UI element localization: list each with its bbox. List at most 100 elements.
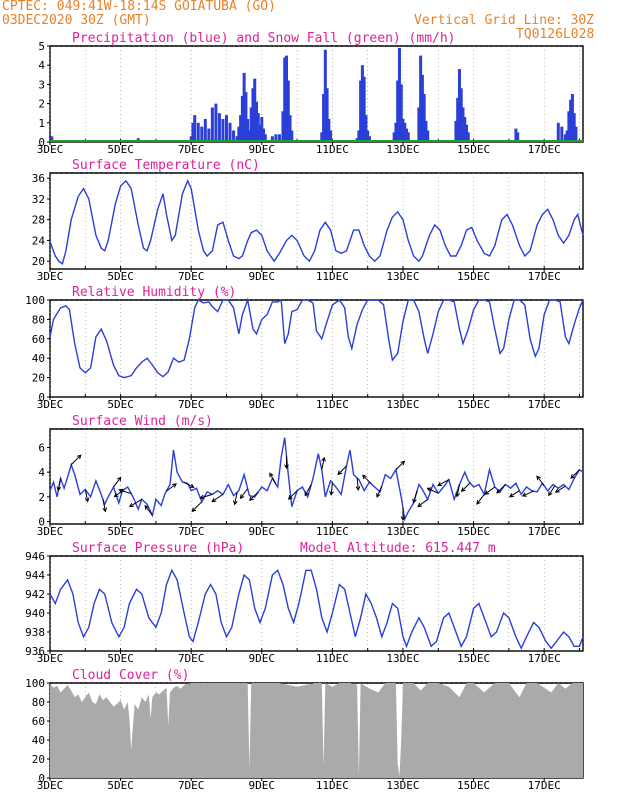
wind-arrow-shaft xyxy=(456,484,460,497)
temp-xtick-label: 7DEC xyxy=(178,270,205,283)
precip-xtick-label: 17DEC xyxy=(528,143,561,156)
wind-arrow-head xyxy=(287,495,293,500)
precip-bar xyxy=(461,107,465,142)
precip-ytick-label: 0 xyxy=(38,136,45,149)
cloud-xtick-label: 11DEC xyxy=(316,779,349,792)
humidity-xtick-label: 13DEC xyxy=(386,398,419,411)
wind-arrow-head xyxy=(84,497,90,503)
pressure-ytick-label: 946 xyxy=(25,550,45,563)
precip-bar xyxy=(574,126,578,142)
wind-arrow-shaft xyxy=(183,482,194,488)
wind-arrow-head xyxy=(321,456,326,462)
cloud-ytick-label: 0 xyxy=(38,772,45,785)
precip-xtick-label: 3DEC xyxy=(37,143,64,156)
pressure-xtick-label: 7DEC xyxy=(178,652,205,665)
precip-bar xyxy=(320,132,324,142)
wind-arrow-shaft xyxy=(166,483,177,492)
precip-xtick-label: 13DEC xyxy=(386,143,419,156)
precip-ytick-label: 5 xyxy=(38,40,45,53)
wind-arrow-head xyxy=(484,490,490,495)
precip-bar xyxy=(246,118,250,142)
precip-bar xyxy=(357,130,361,142)
wind-arrow-head xyxy=(56,486,62,492)
cloud-xtick-label: 17DEC xyxy=(528,779,561,792)
wind-arrow-shaft xyxy=(536,475,545,487)
wind-arrow-shaft xyxy=(269,473,277,485)
cloud-xtick-label: 3DEC xyxy=(37,779,64,792)
wind-arrow-shaft xyxy=(144,505,153,516)
humidity-ytick-label: 40 xyxy=(32,352,45,365)
precip-bar xyxy=(426,130,430,142)
wind-arrow-head xyxy=(329,490,334,496)
wind-arrow-shaft xyxy=(234,492,238,505)
precip-bar xyxy=(401,118,405,142)
precip-bar xyxy=(325,88,329,142)
wind-arrow-shaft xyxy=(191,501,203,512)
precip-bar xyxy=(258,124,262,142)
wind-arrow-shaft xyxy=(102,499,106,512)
precip-bar xyxy=(254,101,258,142)
precip-bar xyxy=(242,72,246,142)
temp-ytick-label: 20 xyxy=(32,255,45,268)
wind-arrow-shaft xyxy=(437,479,450,487)
cloud-ytick-label: 60 xyxy=(32,715,45,728)
cloud-xtick-label: 9DEC xyxy=(249,779,276,792)
humidity-title: Relative Humidity (%) xyxy=(72,285,236,300)
humidity-xtick-label: 15DEC xyxy=(457,398,490,411)
precip-bar xyxy=(463,117,467,142)
precip-bar xyxy=(456,97,460,142)
precip-bar xyxy=(244,92,248,142)
precip-bar xyxy=(247,130,251,142)
cloud-ytick-label: 20 xyxy=(32,753,45,766)
precip-bar xyxy=(251,88,255,142)
wind-arrow-shaft xyxy=(555,485,566,493)
precip-bar xyxy=(394,122,398,142)
precip-bar xyxy=(210,107,214,142)
precip-bar xyxy=(239,115,243,142)
pressure-series-line xyxy=(49,568,584,650)
wind-arrow-head xyxy=(191,507,197,513)
precip-bar xyxy=(262,128,266,142)
precip-bar xyxy=(392,132,396,142)
wind-arrow-shaft xyxy=(395,460,405,471)
precip-bar xyxy=(422,94,426,142)
precip-bar xyxy=(362,76,366,142)
cloud-xtick-label: 7DEC xyxy=(178,779,205,792)
wind-arrow-head xyxy=(239,494,245,500)
precip-bar xyxy=(399,84,403,142)
wind-arrow-head xyxy=(496,488,501,494)
precip-bar xyxy=(454,120,458,142)
run-code: TQ0126L028 xyxy=(516,27,595,42)
precip-bar xyxy=(260,117,264,142)
precip-bar xyxy=(396,80,400,142)
precip-xtick-label: 9DEC xyxy=(249,143,276,156)
cloud-ytick-label: 80 xyxy=(32,696,45,709)
precip-bar xyxy=(403,122,407,142)
precip-bar xyxy=(189,136,193,142)
precip-bar xyxy=(420,74,424,142)
wind-arrow-shaft xyxy=(548,485,556,496)
precip-bar xyxy=(465,124,469,142)
pressure-xtick-label: 3DEC xyxy=(37,652,64,665)
wind-arrow-head xyxy=(355,486,361,491)
precip-xtick-label: 11DEC xyxy=(316,143,349,156)
pressure-subtitle: Model Altitude: 615.447 m xyxy=(300,541,496,556)
wind-arrow-shaft xyxy=(362,474,372,485)
pressure-xtick-label: 9DEC xyxy=(249,652,276,665)
precip-bar xyxy=(240,95,244,142)
precip-bar xyxy=(284,55,288,142)
precip-bar xyxy=(322,94,326,142)
wind-arrow-shaft xyxy=(304,484,312,496)
wind-arrow-head xyxy=(548,491,553,497)
wind-arrow-head xyxy=(536,475,541,481)
pressure-xtick-label: 17DEC xyxy=(528,652,561,665)
wind-arrow-shaft xyxy=(57,478,62,491)
humidity-series-line xyxy=(49,297,584,379)
wind-xtick-label: 11DEC xyxy=(316,525,349,538)
precip-bar xyxy=(290,130,294,142)
temp-xtick-label: 3DEC xyxy=(37,270,64,283)
precip-bar xyxy=(367,136,371,142)
wind-arrow-shaft xyxy=(522,490,534,497)
pressure-ytick-label: 942 xyxy=(25,588,45,601)
